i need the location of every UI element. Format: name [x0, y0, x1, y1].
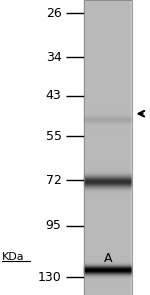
Text: 26: 26: [46, 6, 62, 20]
Text: 55: 55: [45, 130, 61, 142]
Text: 95: 95: [46, 219, 62, 232]
Text: KDa: KDa: [2, 252, 24, 262]
Text: A: A: [104, 252, 112, 265]
Text: 130: 130: [38, 271, 61, 283]
Bar: [84, 0, 132, 295]
Text: 43: 43: [46, 89, 62, 102]
Text: 34: 34: [46, 51, 62, 64]
Text: 72: 72: [46, 174, 62, 187]
